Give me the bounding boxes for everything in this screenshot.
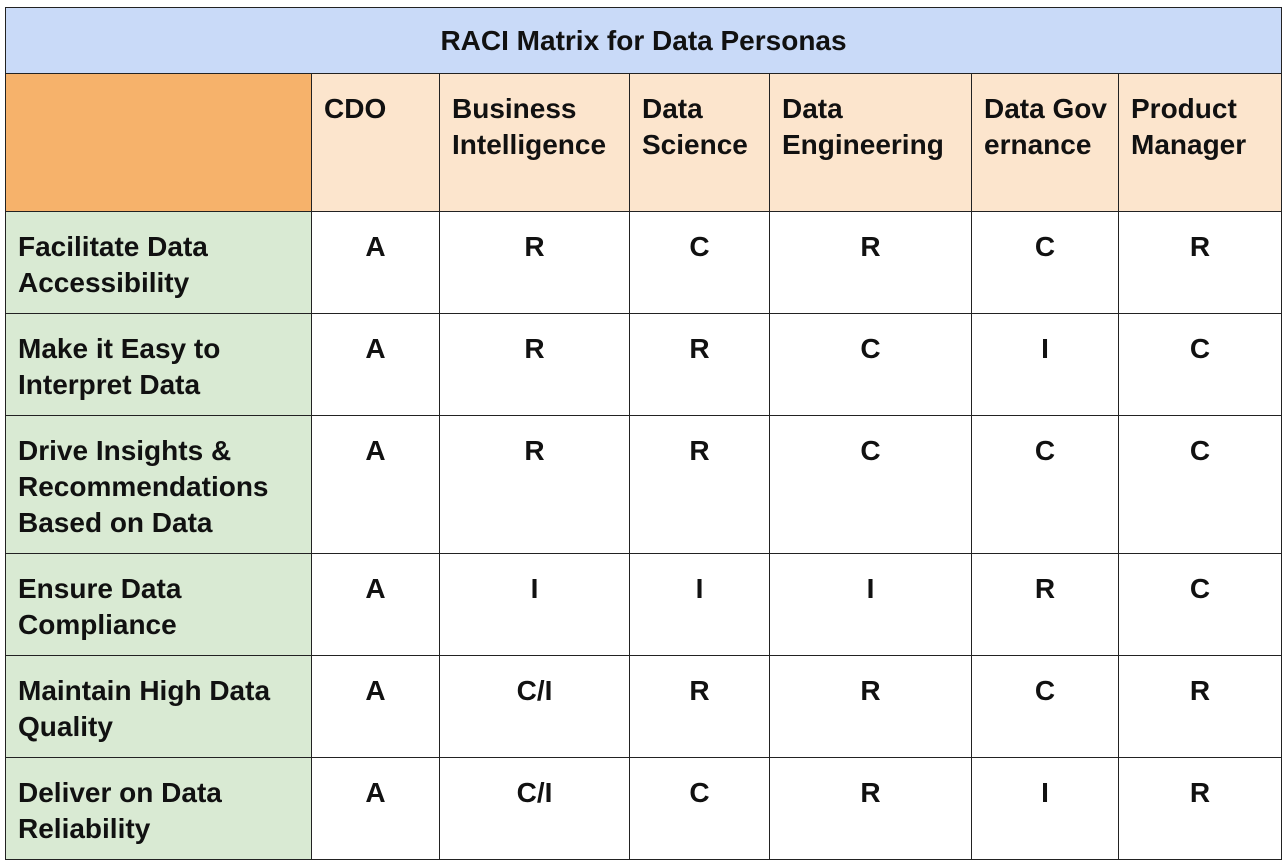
column-header-data-science: Data Science [629,73,770,212]
raci-cell: R [769,211,972,314]
raci-cell: A [311,415,440,554]
raci-cell: A [311,655,440,758]
column-header-business-intelligence: Business Intelligence [439,73,630,212]
raci-cell: I [439,553,630,656]
raci-cell: A [311,553,440,656]
row-header: Drive Insights & Recommendations Based o… [5,415,312,554]
raci-cell: C [1117,553,1283,656]
raci-cell: R [629,313,770,416]
raci-cell: R [629,655,770,758]
raci-cell: C/I [439,757,630,860]
raci-cell: C [629,757,770,860]
raci-cell: C [971,415,1119,554]
raci-matrix-table: RACI Matrix for Data Personas CDO Busine… [4,7,1283,860]
raci-cell: C [1117,313,1283,416]
column-header-row: CDO Business Intelligence Data Science D… [5,73,1283,212]
column-header-product-manager: Product Manager [1117,73,1283,212]
raci-cell: R [769,655,972,758]
raci-cell: A [311,757,440,860]
raci-cell: I [971,757,1119,860]
table-row: Maintain High Data Quality A C/I R R C R [5,655,1283,758]
table-row: Make it Easy to Interpret Data A R R C I… [5,313,1283,416]
raci-cell: R [769,757,972,860]
raci-cell: C [629,211,770,314]
raci-cell: R [1117,757,1283,860]
row-header: Maintain High Data Quality [5,655,312,758]
row-header: Ensure Data Compliance [5,553,312,656]
raci-cell: C [769,415,972,554]
raci-cell: C [769,313,972,416]
table-row: Facilitate Data Accessibility A R C R C … [5,211,1283,314]
table-row: Deliver on Data Reliability A C/I C R I … [5,757,1283,860]
raci-cell: C [1117,415,1283,554]
column-header-data-engineering: Data Engineering [769,73,972,212]
raci-cell: R [1117,655,1283,758]
table-row: Drive Insights & Recommendations Based o… [5,415,1283,554]
column-header-cdo: CDO [311,73,440,212]
row-header: Make it Easy to Interpret Data [5,313,312,416]
raci-cell: I [629,553,770,656]
raci-cell: I [769,553,972,656]
raci-cell: C [971,211,1119,314]
raci-cell: R [629,415,770,554]
raci-cell: A [311,313,440,416]
raci-cell: R [439,415,630,554]
raci-cell: R [971,553,1119,656]
raci-cell: C [971,655,1119,758]
raci-cell: R [439,313,630,416]
title-row: RACI Matrix for Data Personas [4,7,1283,74]
row-header: Facilitate Data Accessibility [5,211,312,314]
corner-cell [5,73,312,212]
raci-cell: R [1117,211,1283,314]
raci-cell: R [439,211,630,314]
raci-cell: A [311,211,440,314]
raci-cell: I [971,313,1119,416]
table-row: Ensure Data Compliance A I I I R C [5,553,1283,656]
table-title: RACI Matrix for Data Personas [4,7,1283,74]
row-header: Deliver on Data Reliability [5,757,312,860]
raci-cell: C/I [439,655,630,758]
column-header-data-governance: Data Governance [971,73,1119,212]
